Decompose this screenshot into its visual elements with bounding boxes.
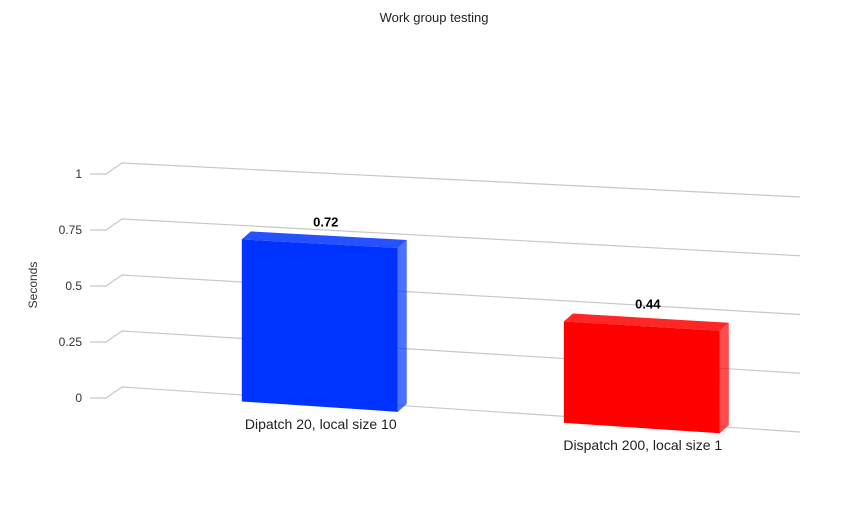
- y-axis-title: Seconds: [26, 262, 40, 309]
- gridline: [90, 386, 801, 433]
- bar-layer: [241, 231, 729, 434]
- x-tick-label: Dispatch 200, local size 1: [563, 437, 722, 453]
- gridline: [90, 218, 801, 257]
- bar-side-face: [397, 239, 407, 412]
- x-tick-label: Dipatch 20, local size 10: [245, 416, 397, 432]
- label-layer: 0 0.25 0.5 0.75 1 Seconds 0.72 Dipatch 20, loca…: [26, 167, 722, 453]
- data-label: 0.72: [313, 214, 338, 229]
- y-tick-label: 0.75: [59, 223, 83, 237]
- bar[interactable]: [563, 321, 720, 434]
- bar[interactable]: [241, 239, 398, 412]
- bar-top-face: [563, 313, 729, 331]
- bar-side-face: [719, 322, 729, 434]
- gridline: [90, 162, 801, 198]
- gridline: [90, 330, 801, 374]
- y-tick-label: 0.5: [65, 279, 82, 293]
- bar-top-face: [241, 231, 407, 248]
- y-tick-label: 1: [75, 167, 82, 181]
- y-tick-label: 0: [75, 391, 82, 405]
- y-tick-label: 0.25: [59, 335, 83, 349]
- gridline: [90, 274, 801, 316]
- chart-title: Work group testing: [379, 10, 489, 25]
- grid-layer: [90, 162, 801, 433]
- data-label: 0.44: [635, 297, 661, 312]
